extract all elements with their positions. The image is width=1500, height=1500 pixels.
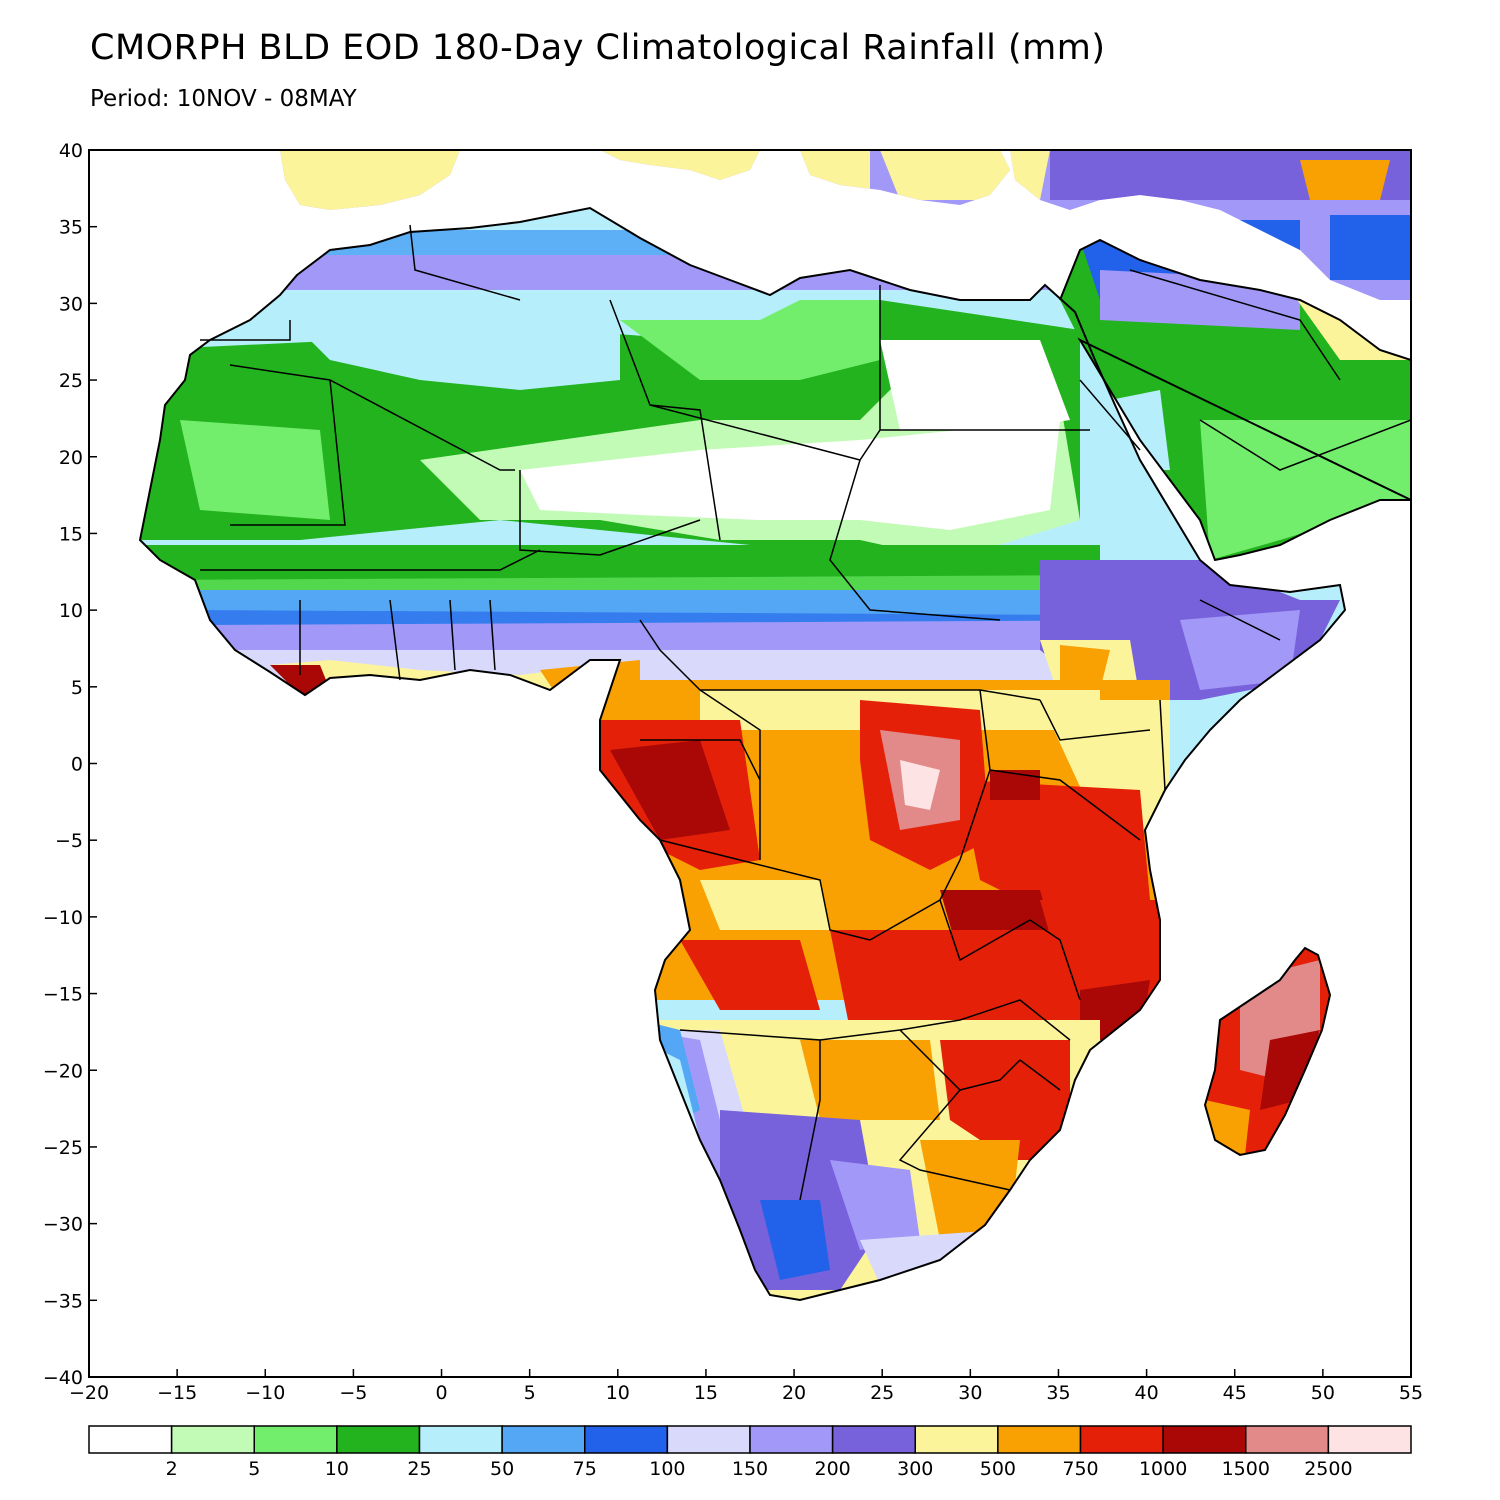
lat-tick-label: −20 (43, 1060, 83, 1082)
lat-tick-label: −25 (43, 1137, 83, 1159)
colorbar-label: 100 (649, 1458, 685, 1480)
colorbar-swatch (584, 1425, 669, 1454)
lon-tick-label: 15 (694, 1382, 718, 1404)
lat-tick-label: 15 (59, 523, 83, 545)
colorbar-label: 300 (897, 1458, 933, 1480)
colorbar-label: 500 (980, 1458, 1016, 1480)
colorbar-label: 1500 (1222, 1458, 1270, 1480)
lat-tick-label: 10 (59, 600, 83, 622)
lat-tick-label: 25 (59, 370, 83, 392)
colorbar-label: 1000 (1139, 1458, 1187, 1480)
lon-tick-label: 35 (1046, 1382, 1070, 1404)
lat-tick-label: −15 (43, 984, 83, 1006)
country-borders (200, 224, 1411, 1201)
chart-subtitle: Period: 10NOV - 08MAY (90, 86, 357, 112)
colorbar-swatch (170, 1425, 255, 1454)
colorbar-swatch (1079, 1425, 1164, 1454)
lon-tick-label: 30 (958, 1382, 982, 1404)
lon-tick-label: 50 (1311, 1382, 1335, 1404)
lat-tick-label: 30 (59, 293, 83, 315)
lon-tick-label: −10 (245, 1382, 285, 1404)
colorbar-label: 25 (407, 1458, 431, 1480)
colorbar-swatch (1327, 1425, 1412, 1454)
colorbar-swatch (1245, 1425, 1330, 1454)
colorbar-swatch (88, 1425, 173, 1454)
lon-tick-label: −15 (157, 1382, 197, 1404)
colorbar-label: 5 (248, 1458, 260, 1480)
colorbar-swatch (253, 1425, 338, 1454)
lon-tick-label: 40 (1135, 1382, 1159, 1404)
lon-tick-label: −5 (339, 1382, 367, 1404)
lat-tick-label: 5 (71, 677, 83, 699)
lat-tick-label: 40 (59, 140, 83, 162)
colorbar: 2 5 10 25 50 75 100 150 200 300 500 750 1000 1500 2500 (88, 1425, 1412, 1480)
colorbar-label: 750 (1062, 1458, 1098, 1480)
lon-tick-label: 20 (782, 1382, 806, 1404)
lat-tick-label: −30 (43, 1214, 83, 1236)
colorbar-label: 10 (325, 1458, 349, 1480)
colorbar-swatch (336, 1425, 421, 1454)
colorbar-swatch (501, 1425, 586, 1454)
colorbar-label: 2 (166, 1458, 178, 1480)
colorbar-swatch (831, 1425, 916, 1454)
colorbar-swatch (1162, 1425, 1247, 1454)
colorbar-label: 200 (814, 1458, 850, 1480)
lon-tick-label: 5 (524, 1382, 536, 1404)
lon-tick-label: 45 (1223, 1382, 1247, 1404)
lat-tick-label: 0 (71, 754, 83, 776)
lon-tick-label: −20 (69, 1382, 109, 1404)
lat-tick-label: −40 (43, 1367, 83, 1389)
lon-tick-label: 0 (435, 1382, 447, 1404)
rainfall-field (139, 150, 1411, 1301)
colorbar-label: 150 (732, 1458, 768, 1480)
colorbar-label: 75 (573, 1458, 597, 1480)
lon-tick-label: 55 (1399, 1382, 1423, 1404)
colorbar-swatch (666, 1425, 751, 1454)
lat-tick-label: −35 (43, 1290, 83, 1312)
lon-tick-label: 25 (870, 1382, 894, 1404)
chart-title: CMORPH BLD EOD 180-Day Climatological Ra… (90, 28, 1106, 68)
colorbar-label: 50 (490, 1458, 514, 1480)
latitude-axis: 40 35 30 25 20 15 10 5 0 −5 −10 −15 −20 −25 −30 −35 −40 (43, 140, 97, 1389)
lat-tick-label: 35 (59, 217, 83, 239)
lon-tick-label: 10 (606, 1382, 630, 1404)
lat-tick-label: −5 (55, 830, 83, 852)
lat-tick-label: 20 (59, 447, 83, 469)
colorbar-label: 2500 (1304, 1458, 1352, 1480)
colorbar-swatch (418, 1425, 503, 1454)
longitude-axis: −20 −15 −10 −5 0 5 10 15 20 25 30 35 40 45 50 55 (69, 1369, 1423, 1404)
lat-tick-label: −10 (43, 907, 83, 929)
colorbar-swatch (749, 1425, 834, 1454)
colorbar-swatch (914, 1425, 999, 1454)
colorbar-swatch (997, 1425, 1082, 1454)
